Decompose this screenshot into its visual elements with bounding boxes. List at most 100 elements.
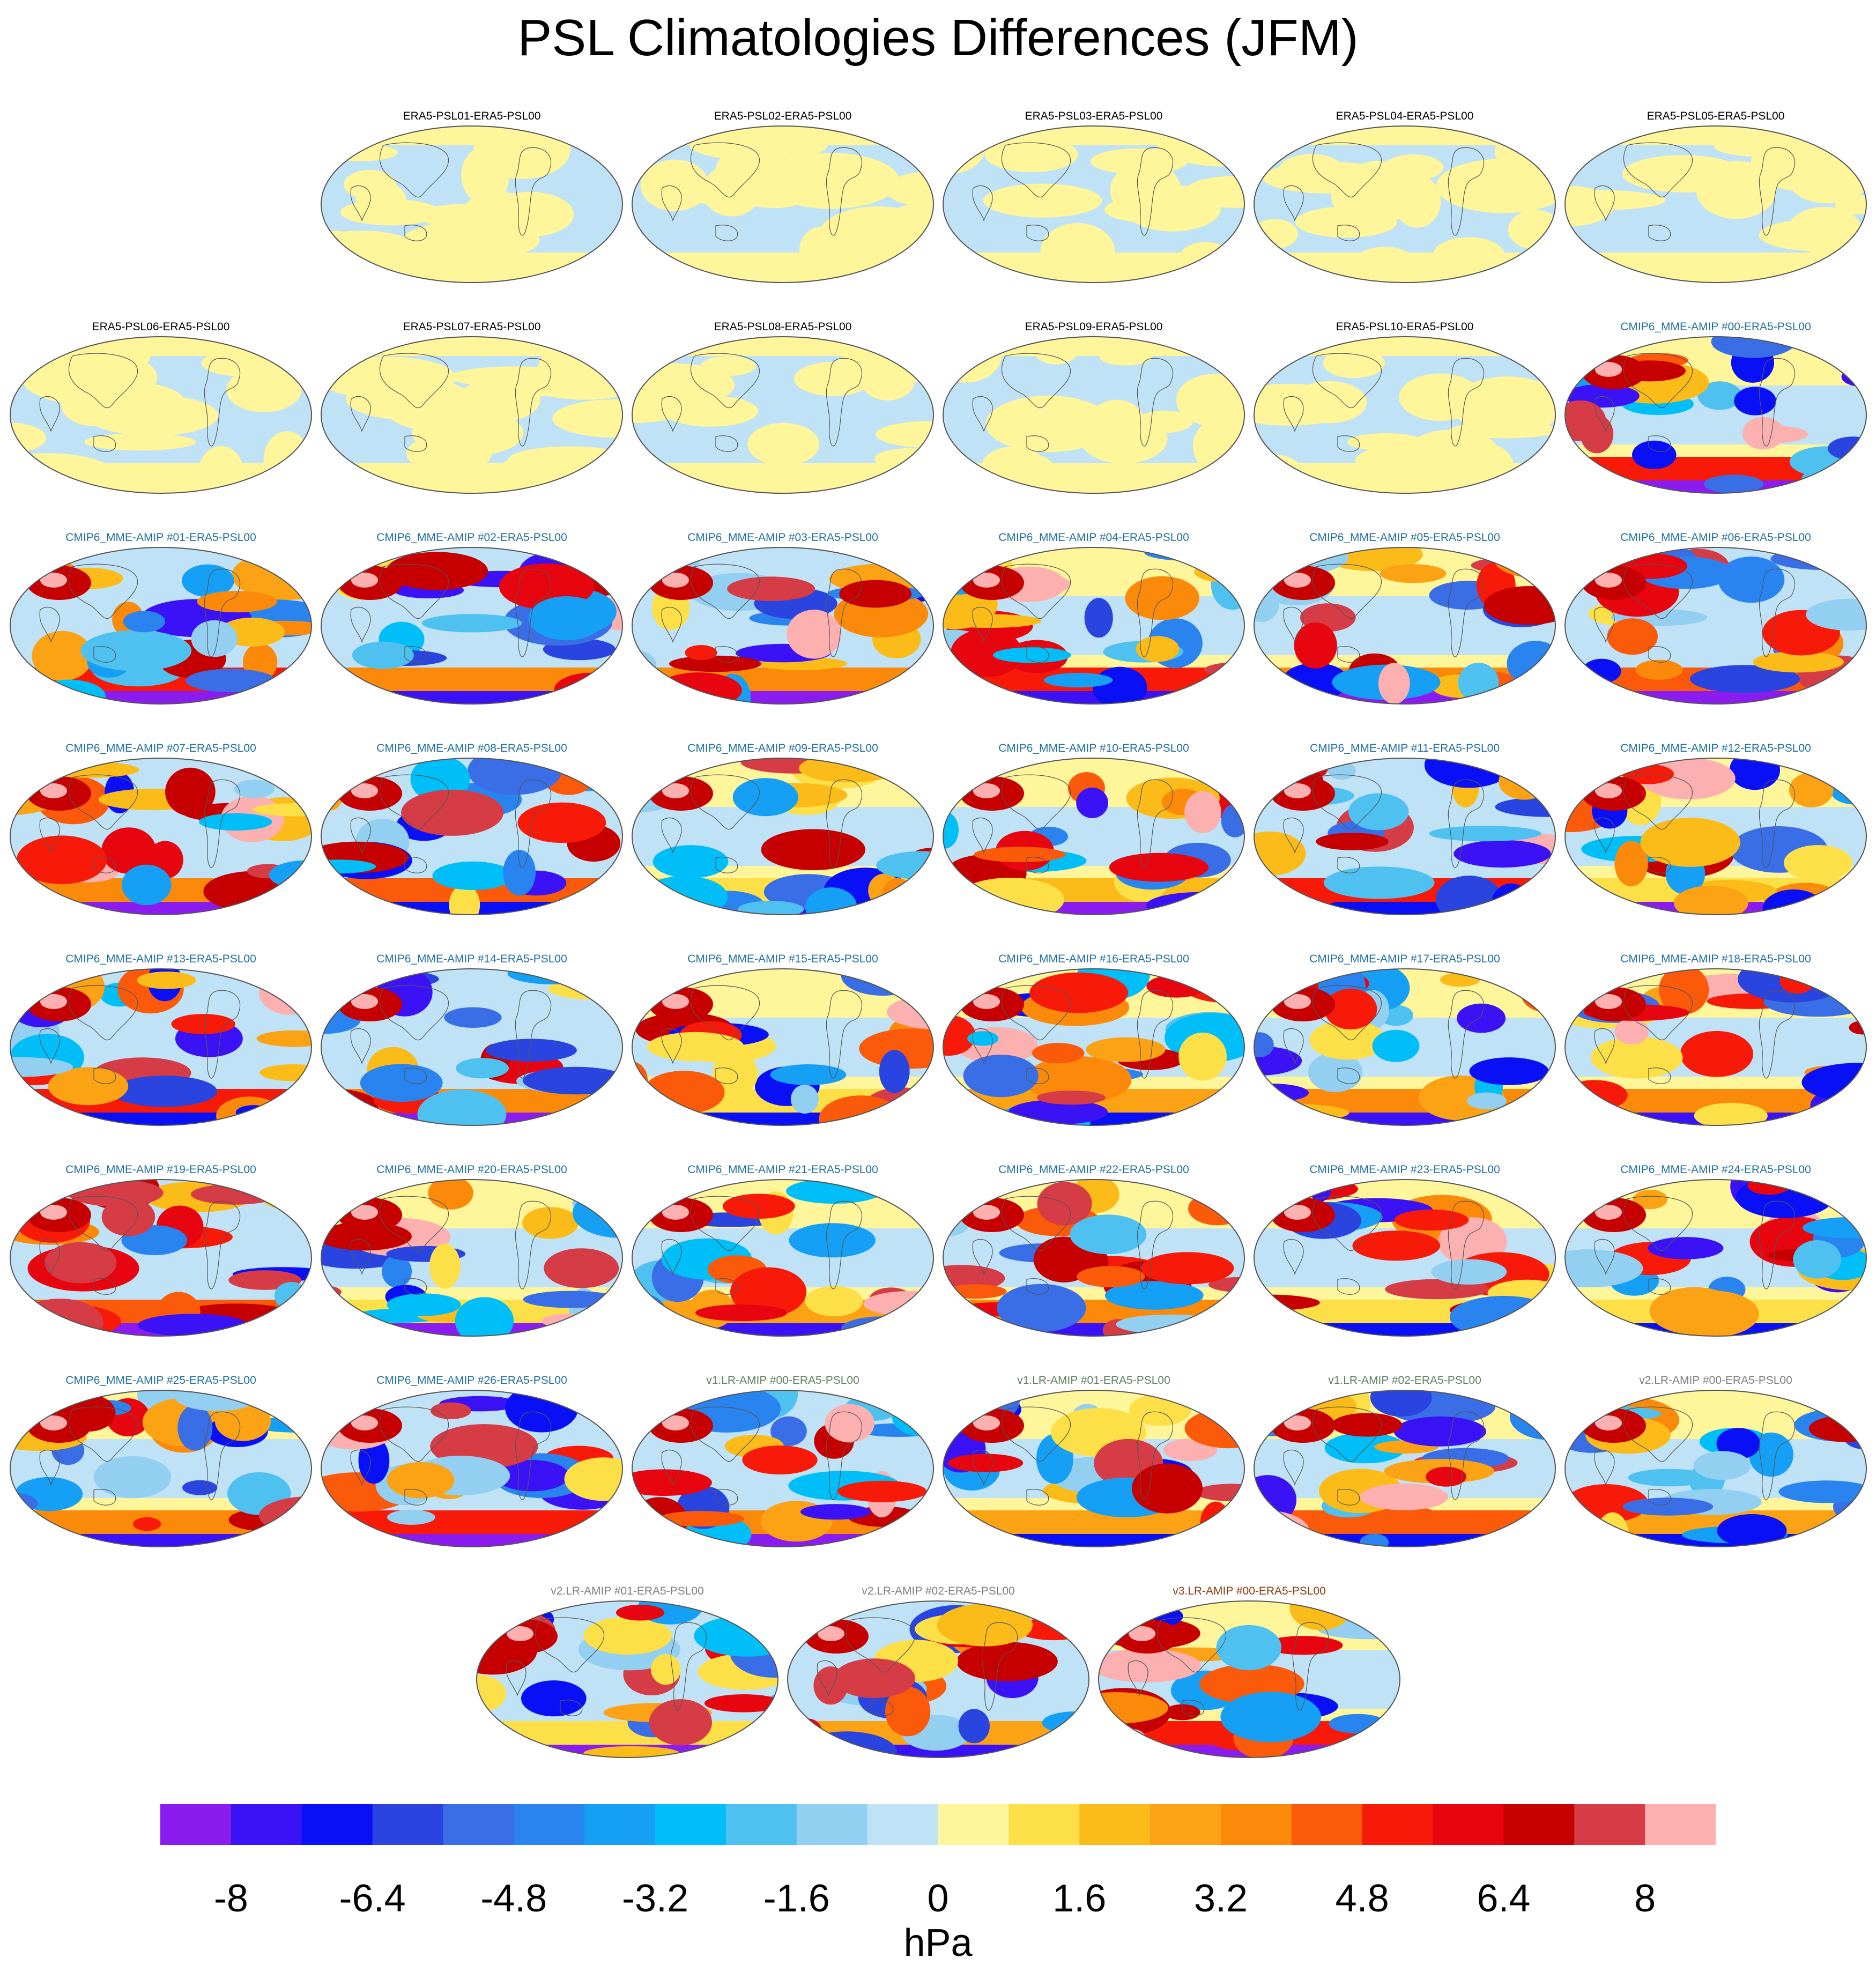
- field-blob: [101, 1198, 155, 1236]
- field-blob: [700, 356, 756, 376]
- field-blob: [1494, 135, 1541, 168]
- field-blob: [1635, 659, 1683, 680]
- field-blob: [456, 1058, 509, 1079]
- robinson-map: [943, 968, 1245, 1126]
- panel-title: v2.LR-AMIP #02-ERA5-PSL00: [862, 1585, 1015, 1597]
- robinson-map: [943, 125, 1245, 283]
- map-border: [943, 968, 1245, 1126]
- field-band: [943, 463, 1244, 493]
- field-blob: [235, 1105, 272, 1120]
- field-blob: [1607, 618, 1658, 655]
- field-blob: [742, 1445, 818, 1474]
- field-blob: [1595, 994, 1622, 1009]
- field-blob: [133, 1517, 161, 1531]
- field-blob: [1043, 673, 1113, 688]
- field-blob: [1759, 219, 1866, 251]
- field-blob: [973, 1205, 1000, 1220]
- field-blob: [682, 399, 731, 417]
- field-blob: [1309, 1020, 1386, 1060]
- coastline: [1283, 564, 1485, 663]
- colorbar-segment: [514, 1804, 585, 1845]
- panel-title: CMIP6_MME-AMIP #21-ERA5-PSL00: [687, 1163, 878, 1176]
- coastline: [1283, 985, 1485, 1084]
- robinson-map: [1254, 125, 1556, 283]
- field-blob: [382, 1255, 412, 1288]
- field-blob: [992, 647, 1071, 663]
- field-blob: [61, 384, 127, 426]
- field-blob: [640, 876, 728, 915]
- coastline: [1594, 353, 1796, 452]
- field-blob: [1696, 160, 1777, 219]
- coastline: [1594, 985, 1796, 1084]
- field-blob: [1632, 440, 1677, 469]
- map-border: [632, 758, 934, 915]
- map-panel: CMIP6_MME-AMIP #09-ERA5-PSL00: [630, 742, 936, 951]
- coastline: [1594, 1196, 1796, 1295]
- colorbar-unit-label: hPa: [903, 1922, 973, 1964]
- map-border: [10, 1179, 312, 1337]
- robinson-map: [1564, 758, 1867, 915]
- map-border: [1564, 758, 1867, 915]
- field-blob: [165, 767, 216, 816]
- field-blob: [186, 669, 276, 693]
- panel-title: CMIP6_MME-AMIP #24-ERA5-PSL00: [1620, 1163, 1811, 1176]
- robinson-map: [1254, 1390, 1556, 1547]
- colorbar-segment: [1291, 1804, 1363, 1845]
- colorbar-tick-label: 0: [927, 1877, 949, 1920]
- field-blob: [1323, 866, 1435, 899]
- field-blob: [346, 377, 472, 420]
- panel-grid: ERA5-PSL01-ERA5-PSL00 ERA5-PSL02-ERA5-PSL…: [8, 110, 1868, 1758]
- map-border: [632, 1179, 934, 1337]
- field-blob: [652, 845, 729, 878]
- map-panel: CMIP6_MME-AMIP #08-ERA5-PSL00: [319, 742, 625, 951]
- field-blob: [881, 878, 914, 911]
- field-band: [321, 337, 622, 356]
- panel-title: v2.LR-AMIP #00-ERA5-PSL00: [1639, 1374, 1792, 1387]
- colorbar-segment: [231, 1804, 302, 1845]
- map-border: [943, 758, 1245, 915]
- field-blob: [1104, 1281, 1204, 1310]
- robinson-map: [321, 968, 623, 1126]
- field-blob: [1454, 840, 1551, 868]
- field-blob: [1184, 176, 1244, 208]
- field-band: [943, 253, 1244, 283]
- field-band: [1254, 463, 1555, 493]
- map-border: [321, 758, 623, 915]
- field-blob: [358, 1437, 390, 1484]
- field-blob: [805, 1286, 863, 1317]
- field-blob: [1294, 622, 1337, 669]
- field-blob: [1693, 1451, 1751, 1480]
- field-blob: [1516, 1307, 1555, 1331]
- map-border: [1254, 1179, 1556, 1337]
- colorbar-tick-label: -3.2: [621, 1877, 689, 1920]
- field-blob: [973, 994, 1000, 1009]
- map-panel: CMIP6_MME-AMIP #25-ERA5-PSL00: [8, 1374, 314, 1583]
- coastline: [350, 564, 552, 663]
- coastline: [972, 142, 1174, 241]
- map-panel: CMIP6_MME-AMIP #18-ERA5-PSL00: [1563, 953, 1868, 1162]
- field-blob: [662, 1205, 689, 1220]
- colorbar-segment: [1009, 1804, 1080, 1845]
- robinson-map: [10, 1179, 312, 1337]
- field-blob: [503, 850, 536, 896]
- field-band: [1565, 253, 1866, 283]
- field-blob: [1254, 831, 1306, 876]
- panel-title: ERA5-PSL10-ERA5-PSL00: [1336, 321, 1474, 333]
- panel-title: CMIP6_MME-AMIP #12-ERA5-PSL00: [1620, 742, 1811, 754]
- field-blob: [786, 1180, 883, 1204]
- coastline: [1283, 774, 1485, 873]
- map-border: [10, 547, 312, 705]
- map-panel: ERA5-PSL07-ERA5-PSL00: [319, 321, 625, 530]
- field-blob: [1518, 1098, 1555, 1125]
- map-border: [632, 1390, 934, 1547]
- robinson-map: [10, 758, 312, 915]
- field-blob: [177, 1405, 213, 1451]
- field-blob: [352, 641, 414, 669]
- field-blob: [1284, 994, 1311, 1009]
- field-blob: [974, 847, 1066, 863]
- field-blob: [1718, 557, 1785, 603]
- robinson-map: [321, 1179, 623, 1337]
- field-blob: [1378, 663, 1410, 704]
- field-blob: [477, 1674, 507, 1714]
- field-blob: [727, 576, 815, 601]
